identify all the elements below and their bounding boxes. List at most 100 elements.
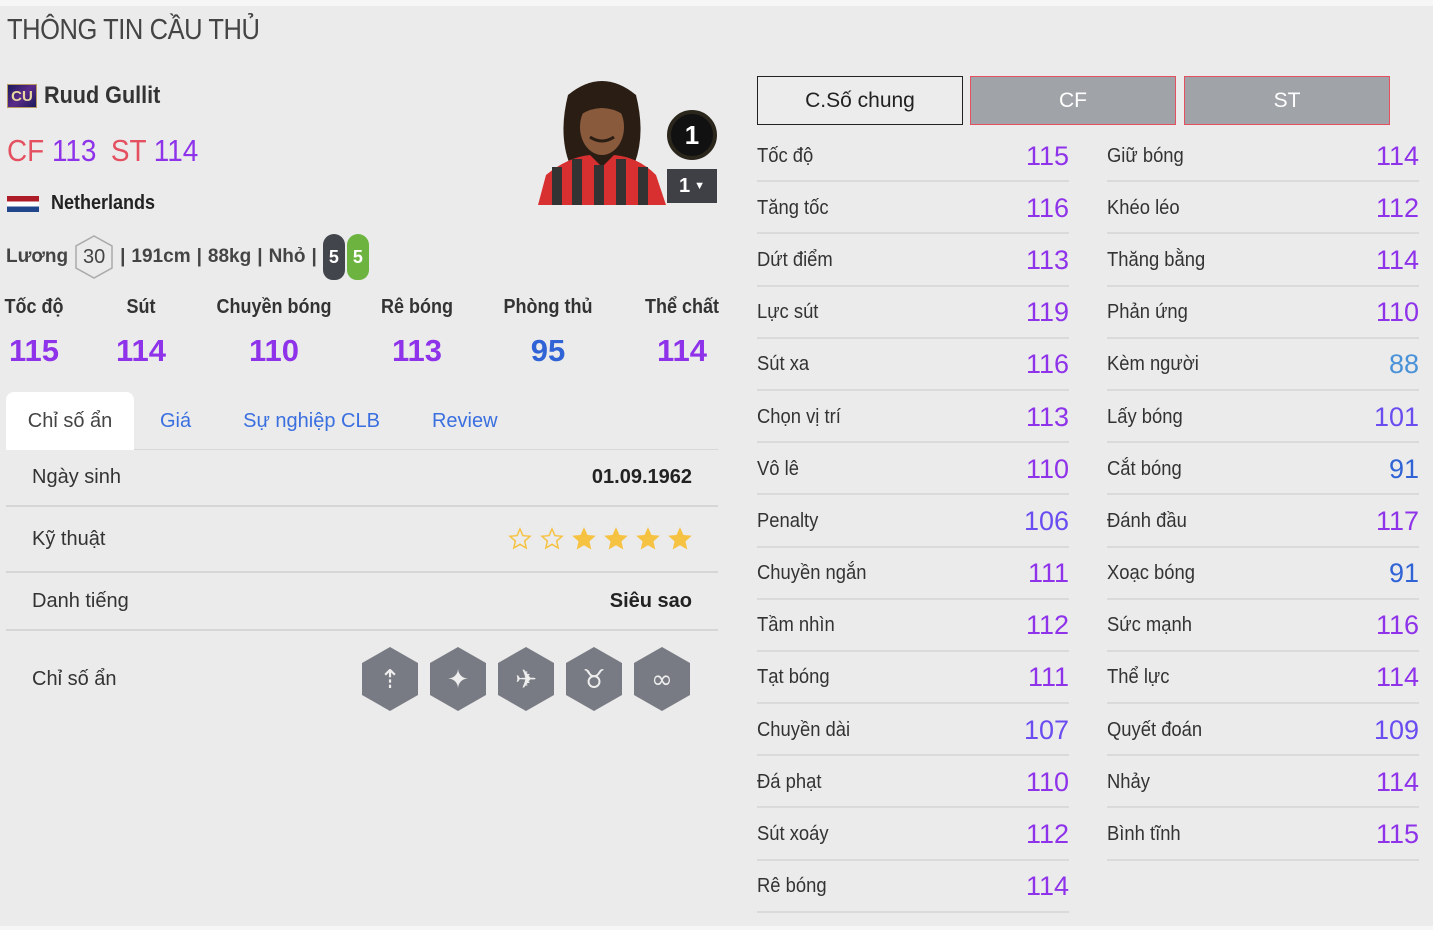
stat-label: Thể lực — [1107, 666, 1170, 689]
stat-value: 116 — [1025, 349, 1069, 380]
svg-text:✦: ✦ — [447, 665, 469, 695]
summary-stat: Chuyền bóng 110 — [210, 296, 338, 369]
salary-label: Lương — [6, 246, 69, 267]
tab-review[interactable]: Review — [431, 409, 498, 432]
player-number-badge: 1 — [667, 110, 717, 160]
summary-label: Rê bóng — [381, 296, 453, 318]
row-label: Chỉ số ẩn — [32, 667, 117, 690]
summary-stat: Rê bóng 113 — [377, 296, 457, 369]
stat-label: Đánh đầu — [1107, 509, 1187, 532]
stat-label: Sút xoáy — [757, 823, 829, 846]
summary-value: 113 — [391, 333, 442, 368]
stat-value: 91 — [1388, 558, 1419, 589]
skill-stars — [508, 527, 692, 551]
salary-value: 30 — [82, 245, 106, 268]
tab-cf[interactable]: CF — [970, 76, 1176, 125]
row-skill: Kỹ thuật — [6, 507, 718, 573]
star-filled-icon — [604, 527, 628, 550]
stat-row: Tầm nhìn 112 — [757, 600, 1069, 652]
stats-right-column: Giữ bóng 114 Khéo léo 112 Thăng bằng 114 Phản … — [1107, 130, 1419, 861]
stat-label: Quyết đoán — [1107, 718, 1203, 741]
row-traits: Chỉ số ẩn ⇡ ✦ ✈ ♉ ∞ — [6, 631, 718, 727]
tab-hidden-stats[interactable]: Chỉ số ẩn — [6, 392, 134, 450]
svg-text:∞: ∞ — [651, 665, 673, 695]
nation-name: Netherlands — [51, 192, 156, 214]
netherlands-flag-icon — [7, 195, 39, 212]
stat-label: Xoạc bóng — [1107, 562, 1195, 585]
tab-st[interactable]: ST — [1184, 76, 1390, 125]
stat-label: Đá phạt — [757, 770, 822, 793]
info-tabs: Chỉ số ẩn Giá Sự nghiệp CLB Review — [6, 392, 718, 450]
stats-left-column: Tốc độ 115 Tăng tốc 116 Dứt điểm 113 Lực sút 11… — [757, 130, 1069, 913]
stat-row: Xoạc bóng 91 — [1107, 548, 1419, 600]
speed-dribbler-icon: ✦ — [430, 647, 486, 711]
star-filled-icon — [636, 527, 660, 550]
stat-label: Tạt bóng — [757, 666, 830, 689]
stat-label: Tăng tốc — [757, 196, 829, 219]
stat-label: Vô lê — [757, 457, 799, 480]
stat-row: Tạt bóng 111 — [757, 652, 1069, 705]
summary-stat: Sút 114 — [116, 296, 166, 369]
height: 191cm — [131, 246, 191, 267]
position-ratings: CF 113 ST 114 — [7, 133, 213, 169]
stat-label: Nhảy — [1107, 770, 1150, 793]
stat-value: 107 — [1023, 714, 1069, 745]
stat-label: Sức mạnh — [1107, 614, 1192, 637]
stat-row: Chuyền ngắn 111 — [757, 548, 1069, 600]
row-label: Kỹ thuật — [32, 527, 106, 550]
row-birth: Ngày sinh 01.09.1962 — [6, 450, 718, 507]
stat-value: 110 — [1025, 766, 1069, 797]
tab-price[interactable]: Giá — [160, 409, 192, 432]
stat-label: Chuyền dài — [757, 718, 851, 741]
stat-row: Thể lực 114 — [1107, 652, 1419, 705]
level-dropdown[interactable]: 1 ▼ — [667, 169, 717, 203]
stat-label: Sút xa — [757, 353, 810, 376]
tab-general-stats[interactable]: C.Số chung — [757, 76, 963, 125]
stat-label: Tốc độ — [757, 144, 814, 167]
stat-value: 115 — [1025, 140, 1069, 171]
stat-value: 119 — [1025, 297, 1069, 328]
stat-value: 110 — [1025, 453, 1069, 484]
right-foot-icon: 5 — [346, 234, 369, 280]
stat-row: Tốc độ 115 — [757, 130, 1069, 183]
level-value: 1 — [678, 174, 691, 197]
summary-value: 114 — [656, 333, 707, 368]
long-shot-icon: ⇡ — [362, 647, 418, 711]
stat-value: 116 — [1025, 192, 1069, 223]
stat-value: 114 — [1375, 244, 1419, 275]
svg-text:♉: ♉ — [582, 665, 605, 695]
stat-value: 101 — [1373, 401, 1419, 432]
stat-row: Đánh đầu 117 — [1107, 495, 1419, 548]
stat-row: Đá phạt 110 — [757, 756, 1069, 809]
stat-value: 111 — [1027, 662, 1069, 693]
playmaker-icon: ∞ — [634, 647, 690, 711]
bottom-border — [0, 926, 1433, 930]
stat-value: 113 — [1025, 401, 1069, 432]
separator: | — [257, 246, 263, 267]
stat-row: Phản ứng 110 — [1107, 287, 1419, 339]
stat-label: Tầm nhìn — [757, 614, 835, 637]
row-label: Danh tiếng — [32, 589, 129, 612]
caret-down-icon: ▼ — [694, 180, 705, 192]
separator: | — [196, 246, 202, 267]
stat-value: 115 — [1375, 819, 1419, 850]
separator: | — [311, 246, 317, 267]
stat-row: Sút xoáy 112 — [757, 808, 1069, 861]
stat-row: Tăng tốc 116 — [757, 182, 1069, 235]
nationality: Netherlands — [7, 192, 167, 215]
stat-value: 113 — [1025, 244, 1069, 275]
body-type: Nhỏ — [268, 246, 306, 267]
stat-label: Thăng bằng — [1107, 248, 1206, 271]
stat-label: Penalty — [757, 509, 819, 532]
stat-label: Lấy bóng — [1107, 405, 1183, 428]
stat-value: 88 — [1388, 349, 1419, 380]
tab-club-career[interactable]: Sự nghiệp CLB — [243, 409, 380, 432]
stat-row: Penalty 106 — [757, 495, 1069, 548]
top-border — [0, 0, 1433, 6]
stat-value: 114 — [1375, 766, 1419, 797]
player-name: Ruud Gullit — [44, 82, 161, 109]
stat-row: Thăng bằng 114 — [1107, 234, 1419, 287]
stat-row: Nhảy 114 — [1107, 756, 1419, 809]
stat-row: Vô lê 110 — [757, 443, 1069, 496]
details-table: Ngày sinh 01.09.1962 Kỹ thuật Danh tiếng S… — [6, 450, 718, 727]
